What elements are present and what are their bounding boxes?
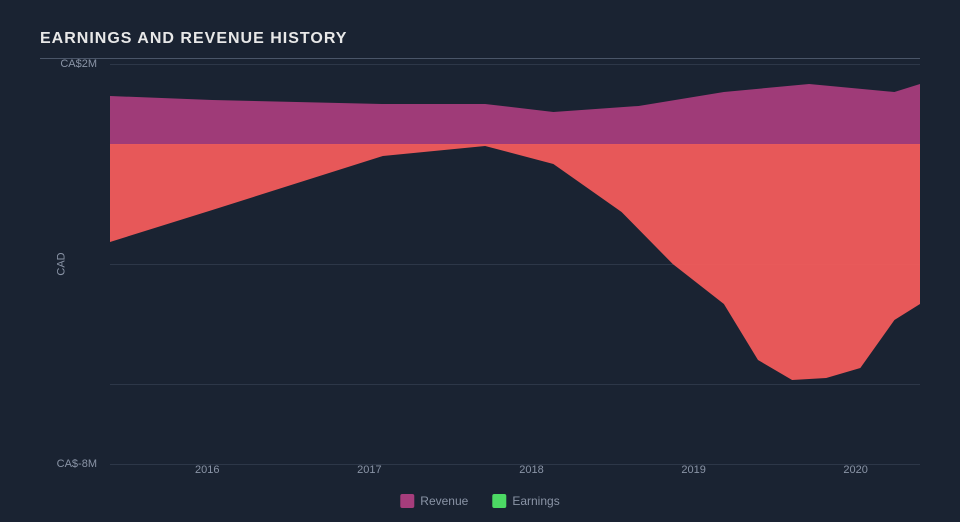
area-earnings: [110, 144, 920, 380]
legend-swatch: [400, 494, 414, 508]
plot-area: CAD CA$2MCA$-8M 20162017201820192020: [110, 64, 920, 464]
x-axis-labels: 2016 2017 2018 2019 2020: [110, 464, 920, 484]
title-underline: [40, 58, 920, 59]
chart-container: EARNINGS AND REVENUE HISTORY CAD CA$2MCA…: [40, 30, 920, 482]
legend-label: Earnings: [512, 494, 559, 508]
legend-item-earnings: Earnings: [492, 494, 559, 508]
legend: Revenue Earnings: [400, 494, 559, 508]
x-axis-label: 2019: [681, 464, 705, 476]
area-revenue: [110, 84, 920, 144]
x-axis-label: 2020: [843, 464, 867, 476]
legend-swatch: [492, 494, 506, 508]
legend-item-revenue: Revenue: [400, 494, 468, 508]
y-axis-label: CA$2M: [60, 58, 97, 70]
x-axis-label: 2017: [357, 464, 381, 476]
chart-title: EARNINGS AND REVENUE HISTORY: [40, 30, 920, 48]
y-axis-labels: CA$2MCA$-8M: [40, 64, 105, 464]
legend-label: Revenue: [420, 494, 468, 508]
chart-svg: [110, 64, 920, 464]
x-axis-label: 2016: [195, 464, 219, 476]
y-axis-label: CA$-8M: [57, 458, 97, 470]
x-axis-label: 2018: [519, 464, 543, 476]
